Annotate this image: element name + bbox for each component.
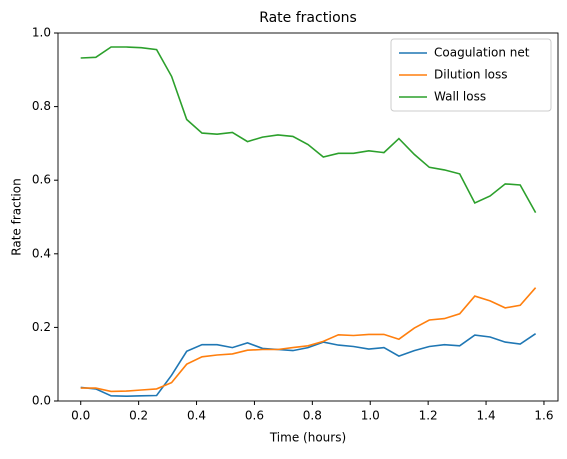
x-axis-label: Time (hours): [269, 431, 346, 445]
legend-label: Coagulation net: [434, 46, 530, 60]
y-tick-label: 0.2: [32, 320, 51, 334]
y-tick-label: 0.8: [32, 99, 51, 113]
y-tick-label: 0.0: [32, 394, 51, 408]
chart-title: Rate fractions: [259, 10, 357, 26]
legend-box: [390, 38, 552, 112]
line: [80, 287, 537, 393]
y-axis-label: Rate fraction: [10, 178, 24, 255]
plot-frame: [57, 32, 559, 402]
y-tick-label: 0.6: [32, 173, 51, 187]
legend-label: Wall loss: [434, 90, 486, 104]
x-tick-label: 1.2: [419, 409, 438, 423]
x-tick-label: 1.0: [361, 409, 380, 423]
line: [80, 333, 537, 398]
y-tick-label: 1.0: [32, 26, 51, 40]
x-tick-label: 0.2: [129, 409, 148, 423]
x-tick-label: 1.4: [477, 409, 496, 423]
x-tick-label: 0.8: [303, 409, 322, 423]
x-tick-label: 0.4: [187, 409, 206, 423]
x-tick-label: 0.0: [71, 409, 90, 423]
x-tick-label: 0.6: [245, 409, 264, 423]
line: [80, 46, 537, 213]
x-tick-label: 1.6: [534, 409, 553, 423]
legend-label: Dilution loss: [434, 68, 508, 82]
y-tick-label: 0.4: [32, 246, 51, 260]
